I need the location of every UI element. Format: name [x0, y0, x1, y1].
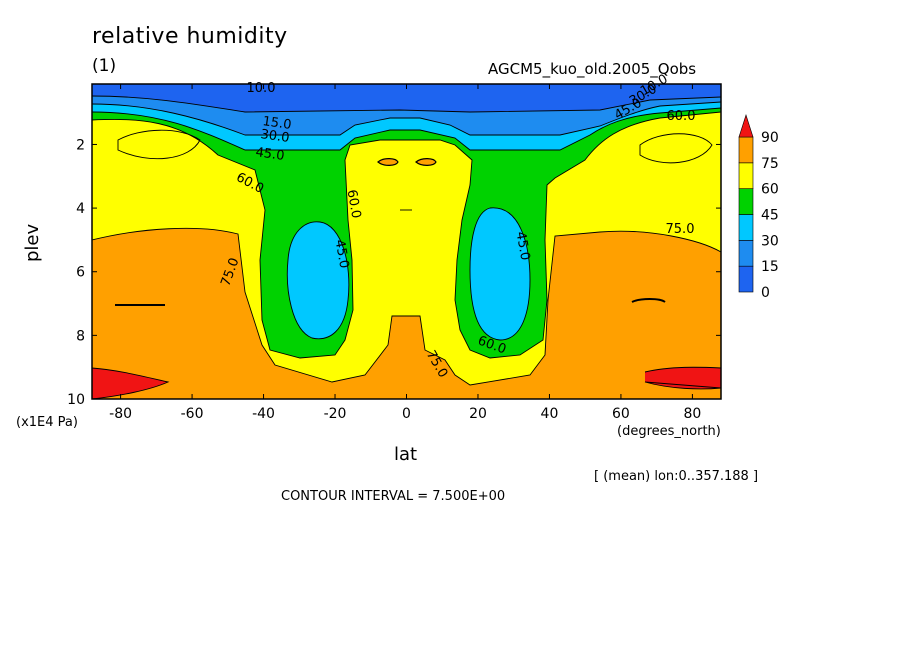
- fill-45-60: [92, 84, 721, 358]
- colorbar-label: 75: [761, 156, 779, 172]
- contour-line: [115, 298, 666, 306]
- contour-line: [92, 367, 170, 399]
- contour-line: [92, 101, 721, 136]
- x-tick-label: -80: [109, 406, 132, 422]
- x-axis-unit: (degrees_north): [617, 424, 721, 439]
- contour-label: 75.0: [666, 222, 695, 237]
- y-axis-label: plev: [22, 223, 43, 262]
- island-right: [415, 158, 437, 166]
- y-tick-label: 2: [76, 137, 85, 153]
- contour-line: [469, 207, 531, 341]
- colorbar-swatch: [738, 240, 754, 267]
- colorbar-label: 15: [761, 259, 779, 275]
- colorbar-swatch: [738, 214, 754, 241]
- colorbar-swatch: [738, 162, 754, 189]
- x-tick-label: 20: [469, 406, 487, 422]
- x-axis: -80 -60 -40 -20 0 20 40 60 80: [109, 84, 701, 422]
- x-tick-label: -60: [181, 406, 204, 422]
- colorbar-arrow: [738, 114, 754, 138]
- x-tick-label: -40: [252, 406, 275, 422]
- y-tick-label: 10: [67, 392, 85, 408]
- contour-label: 45.0: [332, 239, 352, 270]
- contour-label: 15.0: [262, 114, 293, 133]
- x-tick-label: 0: [402, 406, 411, 422]
- colorbar-label: 60: [761, 182, 779, 198]
- fill-30-45-right: [470, 207, 530, 340]
- x-axis-label: lat: [394, 444, 418, 465]
- x-tick-label: 80: [683, 406, 701, 422]
- contour-line: [117, 129, 201, 160]
- colorbar-label: 0: [761, 285, 770, 301]
- y-axis: 2 4 6 8 10: [67, 137, 721, 408]
- contour-fill: [92, 84, 721, 399]
- contour-interval-note: CONTOUR INTERVAL = 7.500E+00: [281, 489, 506, 504]
- colorbar-label: 30: [761, 233, 779, 249]
- x-tick-label: 40: [541, 406, 559, 422]
- contour-label: 60.0: [344, 189, 364, 220]
- contour-line: [92, 107, 721, 151]
- fill-90-left: [92, 368, 168, 399]
- fill-30-45-left: [287, 221, 349, 339]
- chart-subtitle: (1): [92, 56, 117, 76]
- contour-lines: [92, 95, 721, 399]
- contour-label: 10.0: [247, 81, 276, 96]
- island-left: [377, 158, 399, 166]
- y-axis-unit: (x1E4 Pa): [16, 415, 78, 430]
- colorbar-swatch: [738, 188, 754, 215]
- contour-label: 60.0: [667, 109, 696, 124]
- contour-line: [639, 133, 713, 164]
- y-tick-label: 8: [76, 328, 85, 344]
- y-tick-label: 4: [76, 201, 85, 217]
- contour-label: 45.0: [513, 231, 533, 262]
- colorbar-swatch: [738, 265, 754, 293]
- contour-line: [92, 227, 721, 386]
- colorbar-label: 90: [761, 130, 779, 146]
- x-tick-label: -20: [324, 406, 347, 422]
- x-tick-label: 60: [612, 406, 630, 422]
- mean-annotation: [ (mean) lon:0..357.188 ]: [594, 469, 759, 484]
- contour-line: [92, 95, 721, 113]
- colorbar-label: 45: [761, 208, 779, 224]
- colorbar: 0 15 30 45 60 75 90: [738, 114, 779, 301]
- run-name: AGCM5_kuo_old.2005_Qobs: [488, 60, 697, 78]
- contour-label: 30.0: [260, 127, 291, 146]
- fill-0-15: [92, 84, 721, 112]
- colorbar-swatch: [738, 136, 754, 164]
- contour-line: [644, 366, 721, 390]
- contour-label: 45.0: [255, 145, 286, 164]
- y-tick-label: 6: [76, 265, 85, 281]
- chart-title: relative humidity: [92, 24, 288, 49]
- contour-line: [286, 221, 350, 340]
